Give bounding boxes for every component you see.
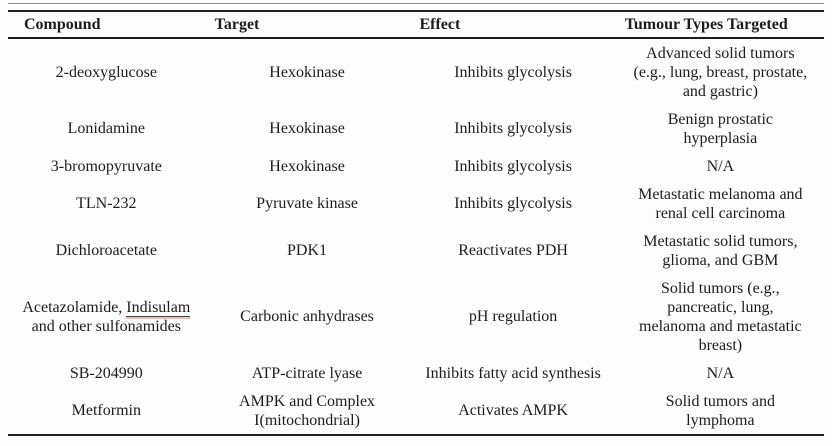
cell-compound: TLN-232	[76, 195, 137, 212]
compounds-table: Compound Target Effect Tumour Types Targ…	[8, 10, 824, 436]
cell-compound: 3-bromopyruvate	[50, 157, 162, 175]
table-row: 2-deoxyglucose Hexokinase Inhibits glycoly…	[8, 38, 824, 105]
underlined-term: Indisulam	[126, 298, 191, 317]
header-row: Compound Target Effect Tumour Types Targ…	[8, 11, 824, 39]
cell-effect: Reactivates PDH	[458, 242, 568, 259]
cell-compound: 2-deoxyglucose	[55, 63, 157, 81]
table-row: SB-204990 ATP-citrate lyase Inhibits fatty…	[8, 359, 824, 387]
text-segment: and other sulfonamides	[31, 317, 181, 335]
cell-target: Carbonic anhydrases	[240, 308, 374, 325]
cell-compound: Lonidamine	[67, 120, 145, 137]
cell-target: Pyruvate kinase	[256, 195, 358, 212]
cell-tumour-types: Advanced solid tumors (e.g., lung, breas…	[633, 44, 808, 100]
column-header-tumour-types: Tumour Types Targeted	[616, 11, 824, 39]
cell-target: Hexokinase	[269, 63, 345, 81]
column-header-compound: Compound	[8, 11, 205, 39]
cell-compound: Acetazolamide, Indisulam and other sulfo…	[8, 274, 205, 359]
cell-effect: Activates AMPK	[458, 402, 568, 419]
cell-tumour-types: Solid tumors and lymphoma	[665, 392, 776, 429]
cell-tumour-types: N/A	[706, 364, 735, 382]
cell-compound: SB-204990	[69, 364, 143, 382]
cell-effect: Inhibits fatty acid synthesis	[425, 364, 601, 382]
text-segment: Acetazolamide,	[22, 298, 127, 316]
column-header-effect: Effect	[409, 11, 617, 39]
table-row: Dichloroacetate PDK1 Reactivates PDH Metast…	[8, 227, 824, 274]
cell-target: Hexokinase	[269, 120, 345, 137]
cell-target: PDK1	[287, 242, 328, 259]
cell-effect: Inhibits glycolysis	[454, 63, 572, 81]
cell-tumour-types: Benign prostatic hyperplasia	[667, 110, 773, 147]
cell-effect: Inhibits glycolysis	[454, 120, 572, 137]
cell-effect: Inhibits glycolysis	[454, 157, 572, 175]
cell-tumour-types: N/A	[706, 157, 735, 175]
table-row: Acetazolamide, Indisulam and other sulfo…	[8, 274, 824, 359]
cell-effect: pH regulation	[468, 308, 558, 325]
cell-compound: Metformin	[71, 402, 141, 419]
table-row: Lonidamine Hexokinase Inhibits glycolysis B…	[8, 105, 824, 152]
cell-tumour-types: Metastatic solid tumors, glioma, and GBM	[643, 232, 798, 269]
table-row: Metformin AMPK and Complex I(mitochondria…	[8, 387, 824, 435]
table-body: 2-deoxyglucose Hexokinase Inhibits glycoly…	[8, 38, 824, 435]
table-header: Compound Target Effect Tumour Types Targ…	[8, 11, 824, 39]
cell-tumour-types: Solid tumors (e.g., pancreatic, lung, me…	[639, 279, 802, 354]
column-header-target: Target	[204, 11, 410, 39]
table-top-rule: Compound Target Effect Tumour Types Targ…	[8, 3, 824, 436]
table-row: 3-bromopyruvate Hexokinase Inhibits glycol…	[8, 152, 824, 180]
cell-target: ATP-citrate lyase	[251, 364, 363, 382]
cell-effect: Inhibits glycolysis	[454, 195, 572, 212]
cell-tumour-types: Metastatic melanoma and renal cell carci…	[638, 185, 803, 222]
table-row: TLN-232 Pyruvate kinase Inhibits glycolysi…	[8, 180, 824, 227]
cell-target: Hexokinase	[269, 157, 345, 175]
cell-target: AMPK and Complex I(mitochondrial)	[239, 392, 376, 429]
cell-compound: Dichloroacetate	[55, 242, 157, 259]
